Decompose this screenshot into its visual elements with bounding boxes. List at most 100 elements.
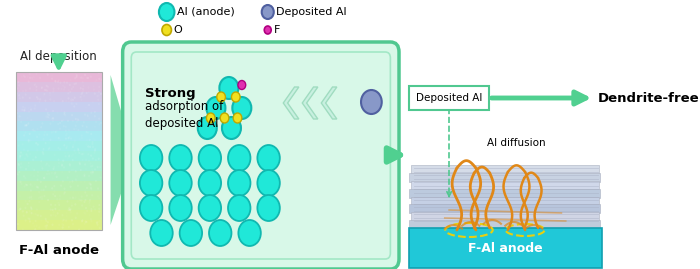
Circle shape	[48, 172, 50, 175]
Circle shape	[94, 148, 97, 150]
Circle shape	[233, 113, 242, 123]
Bar	[15, 121, 102, 131]
Circle shape	[88, 160, 90, 162]
Circle shape	[84, 163, 86, 166]
Circle shape	[82, 159, 84, 161]
Circle shape	[87, 115, 89, 117]
Text: Deposited Al: Deposited Al	[276, 7, 347, 17]
Circle shape	[140, 195, 162, 221]
Circle shape	[48, 147, 50, 149]
Circle shape	[23, 148, 25, 151]
Circle shape	[42, 151, 43, 154]
Circle shape	[85, 221, 88, 223]
Circle shape	[27, 140, 29, 143]
Circle shape	[232, 92, 240, 102]
Circle shape	[86, 210, 88, 212]
Circle shape	[65, 134, 67, 137]
Circle shape	[58, 224, 60, 226]
Circle shape	[23, 134, 25, 137]
Circle shape	[23, 175, 25, 178]
Circle shape	[85, 158, 88, 161]
Circle shape	[81, 153, 83, 155]
Circle shape	[41, 196, 43, 198]
Circle shape	[46, 224, 48, 227]
Circle shape	[162, 24, 172, 36]
Bar	[411, 165, 598, 174]
Bar	[410, 189, 601, 197]
Circle shape	[220, 113, 229, 123]
Circle shape	[92, 171, 94, 173]
Circle shape	[67, 92, 69, 95]
Circle shape	[74, 97, 76, 99]
Circle shape	[258, 170, 280, 196]
Circle shape	[30, 212, 32, 214]
Circle shape	[30, 206, 32, 208]
Circle shape	[15, 173, 18, 175]
Circle shape	[64, 113, 65, 115]
Circle shape	[18, 164, 20, 167]
Circle shape	[78, 229, 80, 231]
Circle shape	[86, 194, 88, 197]
Circle shape	[66, 82, 68, 84]
Circle shape	[90, 220, 92, 222]
Circle shape	[70, 98, 72, 101]
Circle shape	[55, 214, 57, 217]
Circle shape	[25, 207, 27, 209]
Circle shape	[37, 171, 39, 174]
Circle shape	[65, 137, 67, 140]
Bar	[15, 102, 102, 111]
Text: F: F	[274, 25, 280, 35]
Bar	[15, 92, 102, 102]
Circle shape	[39, 98, 41, 101]
Bar	[411, 196, 598, 205]
Circle shape	[26, 211, 28, 213]
Circle shape	[169, 195, 192, 221]
Circle shape	[228, 195, 251, 221]
Circle shape	[90, 75, 92, 78]
Circle shape	[59, 148, 61, 150]
Circle shape	[219, 77, 239, 99]
Circle shape	[61, 120, 63, 122]
Circle shape	[18, 81, 20, 83]
Circle shape	[52, 224, 54, 226]
Circle shape	[228, 145, 251, 171]
Circle shape	[80, 76, 83, 79]
Circle shape	[94, 149, 96, 152]
Circle shape	[90, 162, 92, 165]
Circle shape	[52, 168, 55, 170]
Circle shape	[80, 199, 83, 202]
Circle shape	[96, 221, 98, 224]
Circle shape	[21, 109, 23, 111]
Circle shape	[22, 228, 24, 231]
Bar	[411, 212, 598, 221]
Circle shape	[76, 103, 78, 105]
Circle shape	[48, 148, 50, 150]
Circle shape	[58, 209, 60, 211]
Circle shape	[56, 198, 58, 201]
Circle shape	[97, 223, 99, 226]
Circle shape	[34, 84, 36, 86]
Circle shape	[92, 165, 94, 167]
Circle shape	[97, 98, 99, 101]
Circle shape	[67, 97, 69, 100]
Circle shape	[88, 86, 90, 89]
Circle shape	[80, 87, 82, 90]
Circle shape	[47, 116, 49, 118]
Circle shape	[68, 129, 70, 132]
Circle shape	[19, 97, 20, 100]
Circle shape	[43, 177, 45, 179]
Circle shape	[20, 183, 22, 185]
Circle shape	[80, 169, 82, 171]
Text: O: O	[174, 25, 182, 35]
Circle shape	[97, 221, 99, 223]
Circle shape	[98, 210, 100, 213]
Circle shape	[63, 125, 65, 128]
Circle shape	[222, 117, 241, 139]
Circle shape	[52, 110, 54, 112]
Circle shape	[41, 189, 43, 191]
Circle shape	[17, 173, 19, 175]
Circle shape	[29, 87, 31, 90]
Circle shape	[40, 126, 42, 129]
Circle shape	[50, 131, 52, 134]
Circle shape	[78, 152, 81, 154]
